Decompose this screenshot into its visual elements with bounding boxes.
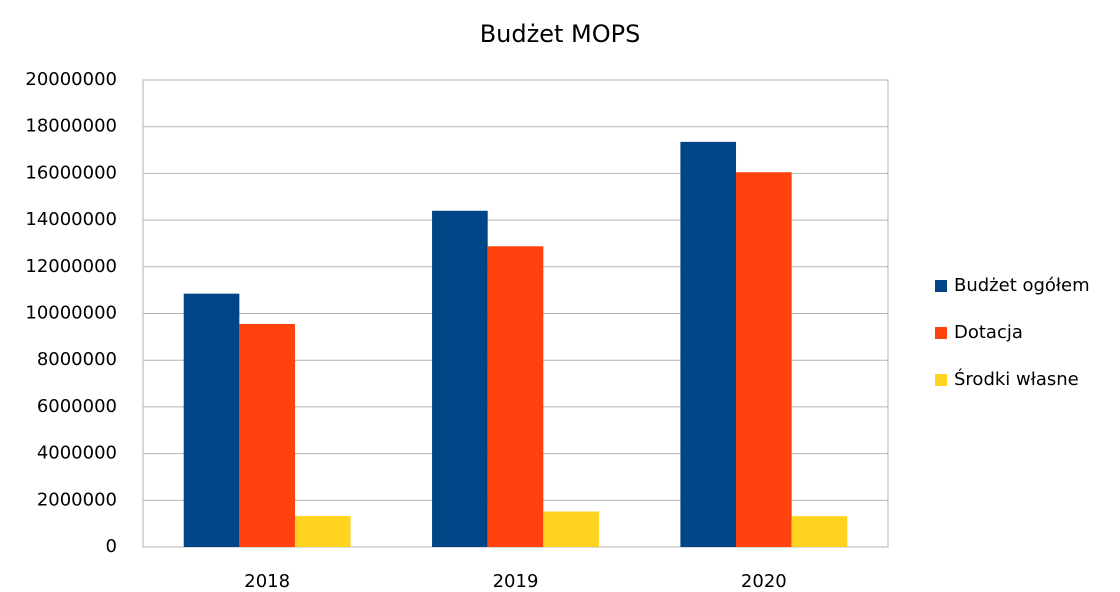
legend-label: Dotacja	[954, 322, 1023, 343]
bar	[239, 324, 295, 547]
bar	[432, 210, 488, 547]
y-tick-label: 8000000	[37, 349, 117, 370]
legend-marker	[935, 327, 947, 339]
legend-label: Budżet ogółem	[954, 275, 1090, 296]
y-tick-label: 16000000	[25, 162, 117, 183]
bar	[183, 293, 240, 547]
y-tick-label: 14000000	[25, 209, 117, 230]
y-tick-label: 2000000	[37, 489, 117, 510]
legend-label: Środki własne	[954, 368, 1079, 390]
bar	[791, 516, 848, 547]
legend-marker	[935, 280, 947, 292]
y-tick-label: 12000000	[25, 256, 117, 277]
bar	[294, 515, 351, 547]
x-tick-label: 2020	[741, 571, 787, 592]
y-tick-label: 20000000	[25, 69, 117, 90]
x-tick-label: 2019	[493, 571, 539, 592]
x-tick-label: 2018	[244, 571, 290, 592]
bar	[487, 246, 544, 547]
y-tick-label: 6000000	[37, 396, 117, 417]
y-tick-label: 0	[106, 536, 117, 557]
y-tick-label: 4000000	[37, 443, 117, 464]
bar	[543, 511, 599, 547]
bar	[736, 172, 792, 548]
y-tick-label: 10000000	[25, 303, 117, 324]
y-tick-label: 18000000	[25, 116, 117, 137]
bar	[680, 141, 737, 547]
legend-marker	[935, 374, 947, 386]
chart-title: Budżet MOPS	[480, 20, 641, 48]
